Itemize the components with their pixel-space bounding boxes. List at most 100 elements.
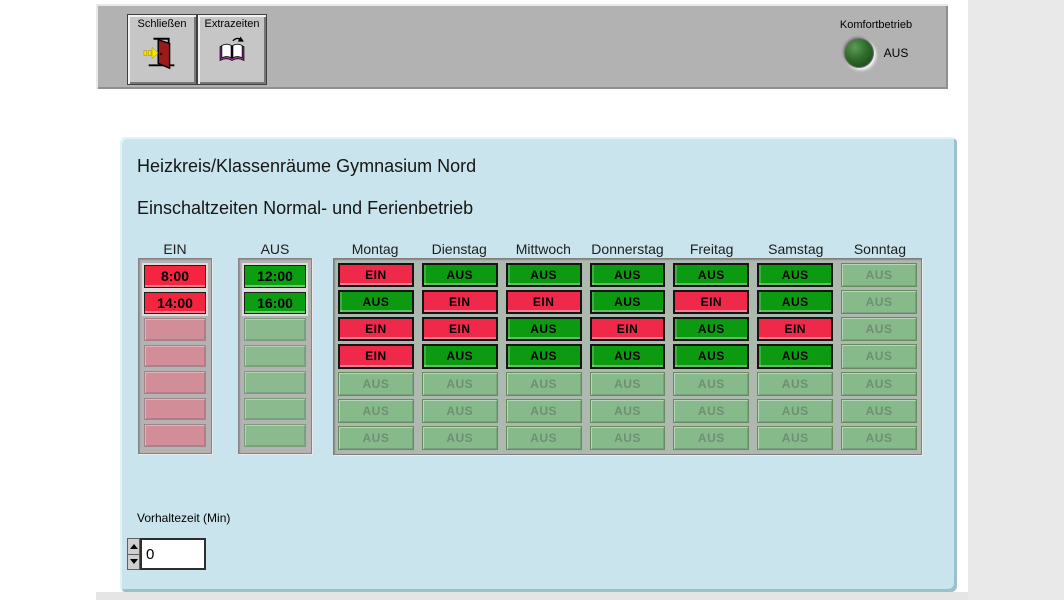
schedule-cell-r1-c4[interactable]: AUS — [589, 263, 666, 288]
ein-time-cell-3[interactable] — [144, 318, 206, 341]
aus-time-list: 12:00 16:00 — [238, 258, 312, 454]
schedule-cell-r5-c3[interactable]: AUS — [505, 371, 582, 396]
schedule-cell-r7-c5[interactable]: AUS — [673, 425, 750, 450]
down-arrow-icon — [129, 559, 138, 565]
schedule-cell-r4-c2[interactable]: AUS — [421, 344, 498, 369]
schedule-cell-r6-c4[interactable]: AUS — [589, 398, 666, 423]
schedule-cell-r3-c5[interactable]: AUS — [673, 317, 750, 342]
ein-time-cell-4[interactable] — [144, 344, 206, 368]
aus-time-cell-7[interactable] — [244, 424, 306, 448]
aus-time-cell-1[interactable]: 12:00 — [244, 265, 306, 288]
schedule-cell-r5-c2[interactable]: AUS — [421, 371, 498, 396]
schedule-table: EIN AUS AUS AUS AUS AUS AUS AUS EIN EIN AUS EIN AUS A… — [333, 258, 922, 455]
main-panel: Heizkreis/Klassenräume Gymnasium Nord Ei… — [120, 137, 957, 592]
page-title: Heizkreis/Klassenräume Gymnasium Nord — [137, 156, 477, 176]
schedule-cell-r2-c1[interactable]: AUS — [338, 290, 414, 315]
extra-times-button-label: Extrazeiten — [204, 18, 260, 30]
schedule-cell-r1-c2[interactable]: AUS — [421, 263, 498, 288]
extra-times-button[interactable]: Extrazeiten — [197, 14, 267, 85]
bottom-strip — [96, 592, 968, 600]
aus-time-cell-5[interactable] — [244, 371, 306, 394]
schedule-cell-r4-c4[interactable]: AUS — [589, 344, 666, 369]
day-header-samstag: Samstag — [768, 241, 824, 257]
schedule-cell-r3-c4[interactable]: EIN — [589, 317, 666, 342]
ein-time-cell-5[interactable] — [144, 371, 206, 394]
vorhaltezeit-spinner: 0 — [127, 538, 206, 570]
ein-time-cell-1[interactable]: 8:00 — [144, 265, 206, 288]
schedule-cell-r6-c2[interactable]: AUS — [421, 398, 498, 423]
schedule-cell-r1-c6[interactable]: AUS — [757, 263, 834, 288]
up-arrow-icon — [129, 543, 138, 549]
ein-column-header: EIN — [163, 241, 187, 257]
schedule-cell-r1-c7[interactable]: AUS — [841, 263, 917, 288]
schedule-cell-r3-c6[interactable]: EIN — [757, 317, 834, 342]
schedule-cell-r4-c5[interactable]: AUS — [673, 344, 750, 369]
schedule-cell-r6-c3[interactable]: AUS — [505, 398, 582, 423]
schedule-cell-r4-c3[interactable]: AUS — [505, 344, 582, 369]
comfort-state: AUS — [883, 46, 909, 60]
comfort-indicator: Komfortbetrieb AUS — [818, 19, 934, 68]
aus-time-cell-3[interactable] — [244, 318, 306, 341]
right-gutter — [968, 0, 1064, 600]
toolbar: Schließen Extrazeiten — [96, 4, 948, 89]
aus-time-cell-4[interactable] — [244, 344, 306, 368]
schedule-cell-r5-c4[interactable]: AUS — [589, 371, 666, 396]
aus-time-cell-6[interactable] — [244, 397, 306, 421]
close-button[interactable]: Schließen — [127, 14, 197, 85]
vorhaltezeit-input[interactable]: 0 — [140, 538, 206, 570]
schedule-cell-r4-c1[interactable]: EIN — [338, 344, 414, 369]
schedule-cell-r2-c3[interactable]: EIN — [505, 290, 582, 315]
schedule-cell-r7-c6[interactable]: AUS — [757, 425, 834, 450]
schedule-cell-r1-c3[interactable]: AUS — [505, 263, 582, 288]
schedule-cell-r7-c1[interactable]: AUS — [338, 425, 414, 450]
schedule-cell-r3-c1[interactable]: EIN — [338, 317, 414, 342]
door-exit-icon — [143, 37, 175, 70]
schedule-cell-r5-c1[interactable]: AUS — [338, 371, 414, 396]
vorhaltezeit-label: Vorhaltezeit (Min) — [137, 511, 231, 525]
schedule-cell-r2-c6[interactable]: AUS — [757, 290, 834, 315]
schedule-cell-r3-c3[interactable]: AUS — [505, 317, 582, 342]
schedule-cell-r5-c5[interactable]: AUS — [673, 371, 750, 396]
aus-time-cell-2[interactable]: 16:00 — [244, 291, 306, 315]
schedule-cell-r6-c7[interactable]: AUS — [841, 398, 917, 423]
page-subtitle: Einschaltzeiten Normal- und Ferienbetrie… — [137, 198, 474, 218]
day-header-montag: Montag — [351, 241, 399, 257]
schedule-cell-r7-c4[interactable]: AUS — [589, 425, 666, 450]
schedule-cell-r2-c2[interactable]: EIN — [421, 290, 498, 315]
schedule-cell-r2-c4[interactable]: AUS — [589, 290, 666, 315]
spin-down-button[interactable] — [128, 555, 139, 570]
schedule-cell-r1-c5[interactable]: AUS — [673, 263, 750, 288]
close-button-label: Schließen — [137, 18, 187, 30]
schedule-cell-r4-c7[interactable]: AUS — [841, 344, 917, 369]
schedule-cell-r4-c6[interactable]: AUS — [757, 344, 834, 369]
schedule-cell-r2-c7[interactable]: AUS — [841, 290, 917, 315]
ein-time-cell-7[interactable] — [144, 424, 206, 448]
schedule-cell-r6-c5[interactable]: AUS — [673, 398, 750, 423]
ein-time-cell-6[interactable] — [144, 397, 206, 421]
day-header-row: Montag Dienstag Mittwoch Donnerstag Freitag S… — [333, 241, 922, 257]
schedule-cell-r7-c7[interactable]: AUS — [841, 425, 917, 450]
aus-column-header: AUS — [260, 241, 290, 257]
day-header-donnerstag: Donnerstag — [591, 241, 664, 257]
book-icon — [219, 36, 245, 62]
schedule-cell-r5-c6[interactable]: AUS — [757, 371, 834, 396]
schedule-cell-r2-c5[interactable]: EIN — [673, 290, 750, 315]
schedule-cell-r7-c2[interactable]: AUS — [421, 425, 498, 450]
ein-time-cell-2[interactable]: 14:00 — [144, 291, 206, 315]
schedule-cell-r5-c7[interactable]: AUS — [841, 371, 917, 396]
schedule-cell-r1-c1[interactable]: EIN — [338, 263, 414, 288]
schedule-cell-r3-c7[interactable]: AUS — [841, 317, 917, 342]
day-header-sonntag: Sonntag — [853, 241, 906, 257]
ein-time-list: 8:00 14:00 — [138, 258, 212, 454]
schedule-cell-r7-c3[interactable]: AUS — [505, 425, 582, 450]
day-header-freitag: Freitag — [689, 241, 734, 257]
comfort-label: Komfortbetrieb — [839, 19, 913, 31]
day-header-mittwoch: Mittwoch — [515, 241, 571, 257]
comfort-led-icon — [843, 38, 874, 68]
spin-up-button[interactable] — [128, 539, 139, 555]
schedule-cell-r3-c2[interactable]: EIN — [421, 317, 498, 342]
day-header-dienstag: Dienstag — [431, 241, 487, 257]
schedule-cell-r6-c6[interactable]: AUS — [757, 398, 834, 423]
schedule-cell-r6-c1[interactable]: AUS — [338, 398, 414, 423]
